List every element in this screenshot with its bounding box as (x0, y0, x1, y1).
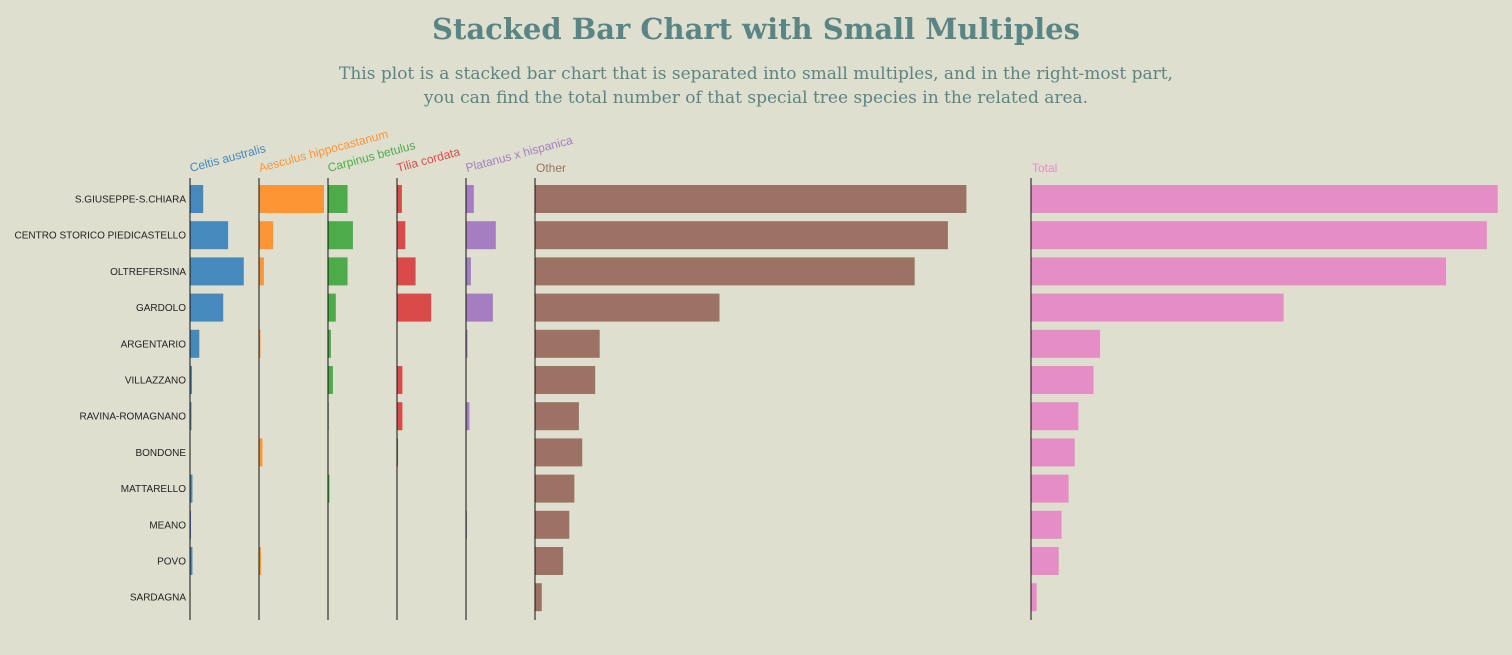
category-label-s-giuseppe-s-chiara: S.GIUSEPPE-S.CHIARA (75, 195, 186, 206)
bar-other-bondone (535, 438, 583, 467)
category-label-mattarello: MATTARELLO (121, 484, 186, 495)
bar-carpinus-betulus-argentario (328, 329, 331, 358)
bar-other-mattarello (535, 474, 575, 503)
bar-total-villazzano (1031, 366, 1094, 394)
bar-other-gardolo (535, 293, 720, 322)
bar-total-sardagna (1031, 583, 1037, 612)
subtitle-line-1: This plot is a stacked bar chart that is… (339, 64, 1173, 84)
bar-celtis-australis-povo (190, 547, 193, 575)
bar-other-villazzano (535, 366, 596, 394)
category-label-oltrefersina: OLTREFERSINA (110, 267, 186, 278)
bar-tilia-cordata-villazzano (397, 366, 403, 394)
bar-celtis-australis-s-giuseppe-s-chiara (190, 185, 204, 213)
bar-total-oltrefersina (1031, 257, 1447, 286)
bar-total-gardolo (1031, 293, 1284, 322)
subtitle-line-2: you can find the total number of that sp… (423, 88, 1089, 108)
legend-label-total: Total (1032, 161, 1057, 175)
category-label-argentario: ARGENTARIO (121, 339, 187, 350)
chart-title: Stacked Bar Chart with Small Multiples (432, 12, 1080, 46)
category-label-gardolo: GARDOLO (136, 303, 186, 314)
bar-carpinus-betulus-s-giuseppe-s-chiara (328, 185, 348, 213)
bar-carpinus-betulus-gardolo (328, 293, 336, 322)
bar-celtis-australis-argentario (190, 329, 200, 358)
bar-celtis-australis-oltrefersina (190, 257, 244, 286)
series-carpinus-betulus: Carpinus betulus (326, 138, 417, 620)
bar-other-oltrefersina (535, 257, 915, 286)
bar-total-s-giuseppe-s-chiara (1031, 185, 1498, 213)
bar-celtis-australis-gardolo (190, 293, 224, 322)
bar-aesculus-hippocastanum-argentario (259, 329, 261, 358)
legend-label-other: Other (536, 161, 566, 175)
bar-total-povo (1031, 547, 1059, 575)
category-label-meano: MEANO (149, 520, 186, 531)
series-celtis-australis: Celtis australis (188, 141, 267, 620)
bar-platanus-x-hispanica-oltrefersina (466, 257, 471, 286)
series-aesculus-hippocastanum: Aesculus hippocastanum (257, 127, 390, 620)
bar-other-centro-storico-piedicastello (535, 221, 948, 250)
series-other: Other (534, 161, 967, 620)
bar-celtis-australis-ravina-romagnano (190, 402, 192, 431)
category-label-centro-storico-piedicastello: CENTRO STORICO PIEDICASTELLO (14, 231, 186, 242)
series-total: Total (1030, 161, 1498, 620)
bar-tilia-cordata-gardolo (397, 293, 432, 322)
bar-carpinus-betulus-mattarello (328, 474, 330, 503)
bar-other-ravina-romagnano (535, 402, 579, 431)
bar-platanus-x-hispanica-s-giuseppe-s-chiara (466, 185, 474, 213)
bar-platanus-x-hispanica-ravina-romagnano (466, 402, 470, 431)
bar-other-sardagna (535, 583, 542, 612)
bar-other-meano (535, 510, 570, 539)
bar-tilia-cordata-oltrefersina (397, 257, 416, 286)
bar-carpinus-betulus-villazzano (328, 366, 333, 394)
bar-platanus-x-hispanica-centro-storico-piedicastello (466, 221, 496, 250)
category-label-bondone: BONDONE (135, 448, 186, 459)
category-label-sardagna: SARDAGNA (130, 593, 186, 604)
bar-aesculus-hippocastanum-bondone (259, 438, 263, 467)
bar-tilia-cordata-ravina-romagnano (397, 402, 403, 431)
bar-tilia-cordata-s-giuseppe-s-chiara (397, 185, 402, 213)
bar-aesculus-hippocastanum-povo (259, 547, 261, 575)
bar-aesculus-hippocastanum-oltrefersina (259, 257, 264, 286)
bar-tilia-cordata-centro-storico-piedicastello (397, 221, 406, 250)
bar-aesculus-hippocastanum-centro-storico-piedicastello (259, 221, 274, 250)
category-label-ravina-romagnano: RAVINA-ROMAGNANO (80, 412, 187, 423)
bar-total-ravina-romagnano (1031, 402, 1079, 431)
series-tilia-cordata: Tilia cordata (395, 144, 462, 620)
bar-total-argentario (1031, 329, 1101, 358)
bar-celtis-australis-mattarello (190, 474, 193, 503)
bar-other-s-giuseppe-s-chiara (535, 185, 967, 213)
legend-label-celtis-australis: Celtis australis (188, 141, 267, 175)
category-label-povo: POVO (157, 557, 186, 568)
bar-total-centro-storico-piedicastello (1031, 221, 1487, 250)
bar-carpinus-betulus-oltrefersina (328, 257, 348, 286)
bar-other-povo (535, 547, 564, 575)
bar-other-argentario (535, 329, 600, 358)
bar-total-mattarello (1031, 474, 1069, 503)
category-label-villazzano: VILLAZZANO (125, 376, 186, 387)
bar-celtis-australis-centro-storico-piedicastello (190, 221, 229, 250)
bar-carpinus-betulus-centro-storico-piedicastello (328, 221, 353, 250)
bar-celtis-australis-villazzano (190, 366, 192, 394)
bar-total-bondone (1031, 438, 1075, 467)
bar-platanus-x-hispanica-argentario (466, 329, 468, 358)
bar-aesculus-hippocastanum-s-giuseppe-s-chiara (259, 185, 324, 213)
bar-platanus-x-hispanica-gardolo (466, 293, 493, 322)
bar-total-meano (1031, 510, 1062, 539)
chart-subtitle: This plot is a stacked bar chart that is… (0, 62, 1512, 110)
